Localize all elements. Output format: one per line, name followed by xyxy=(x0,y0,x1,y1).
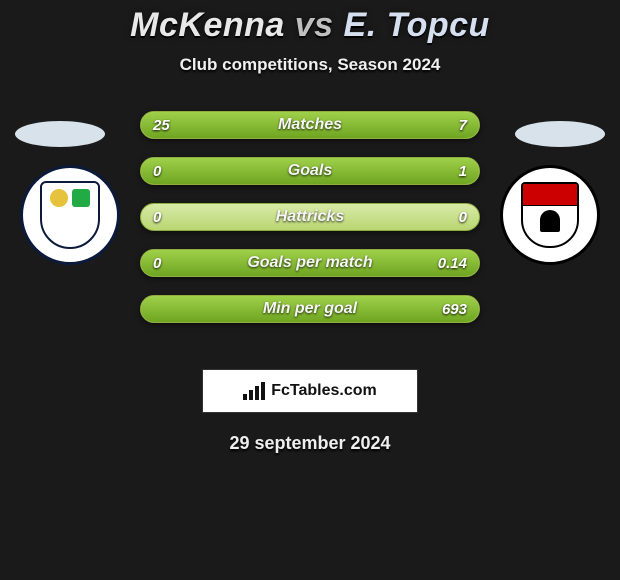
stat-label: Hattricks xyxy=(141,204,479,230)
shield-icon xyxy=(40,181,100,249)
page-title: McKenna vs E. Topcu xyxy=(0,6,620,45)
chart-icon xyxy=(243,382,265,400)
player1-name: McKenna xyxy=(130,6,285,44)
vs-text: vs xyxy=(295,6,334,44)
stat-row: 00.14Goals per match xyxy=(140,249,480,277)
stat-bars: 257Matches 01Goals 00Hattricks 00.14Goals p… xyxy=(140,111,480,341)
brand-text: FcTables.com xyxy=(271,382,377,400)
brand-box: FcTables.com xyxy=(202,369,418,413)
avatar-shadow-left xyxy=(15,121,105,147)
club-crest-left xyxy=(20,165,120,265)
stats-arena: 257Matches 01Goals 00Hattricks 00.14Goals p… xyxy=(0,109,620,359)
stat-label: Goals xyxy=(141,158,479,184)
avatar-shadow-right xyxy=(515,121,605,147)
stat-label: Min per goal xyxy=(141,296,479,322)
stat-row: 257Matches xyxy=(140,111,480,139)
shield-icon xyxy=(521,182,579,248)
stat-row: 00Hattricks xyxy=(140,203,480,231)
stat-row: 01Goals xyxy=(140,157,480,185)
stat-label: Matches xyxy=(141,112,479,138)
stat-label: Goals per match xyxy=(141,250,479,276)
comparison-card: McKenna vs E. Topcu Club competitions, S… xyxy=(0,0,620,454)
player2-name: E. Topcu xyxy=(344,6,490,44)
date-text: 29 september 2024 xyxy=(0,433,620,454)
club-crest-right xyxy=(500,165,600,265)
stat-row: 693Min per goal xyxy=(140,295,480,323)
subtitle: Club competitions, Season 2024 xyxy=(0,55,620,75)
